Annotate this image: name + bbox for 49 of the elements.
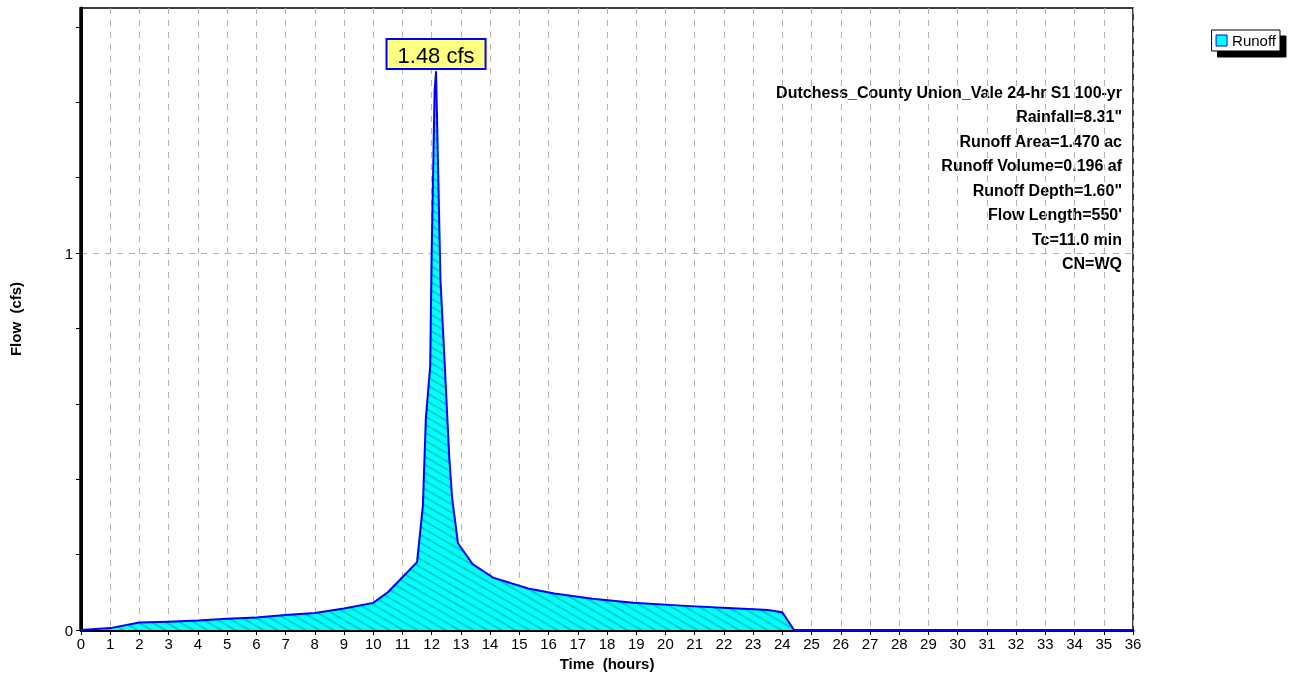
x-tick-label: 8 [310, 635, 319, 652]
legend-label: Runoff [1232, 32, 1277, 49]
annotation: Runoff Volume=0.196 af [941, 157, 1123, 174]
x-tick-label: 14 [481, 635, 499, 652]
x-tick-label: 1 [106, 635, 115, 652]
x-axis-title: Time (hours) [559, 654, 655, 672]
annotation: CN=WQ [1062, 255, 1122, 272]
x-tick-label: 34 [1066, 635, 1083, 652]
x-tick-label: 15 [510, 635, 528, 652]
x-tick-label: 21 [686, 635, 704, 652]
x-tick-label: 3 [164, 635, 173, 652]
x-tick-label: 36 [1124, 635, 1142, 652]
annotation: Dutchess_County Union_Vale 24-hr S1 100-yr [776, 83, 1122, 101]
x-tick-label: 22 [715, 635, 733, 652]
annotation: Runoff Depth=1.60" [972, 181, 1122, 199]
x-tick-label: 32 [1007, 635, 1025, 652]
x-tick-label: 7 [281, 635, 290, 652]
x-tick-label: 35 [1095, 635, 1113, 652]
annotation: Runoff Area=1.470 ac [959, 132, 1123, 150]
x-tick-label: 18 [598, 635, 616, 652]
x-tick-label: 0 [76, 635, 86, 652]
x-tick-label: 2 [135, 635, 144, 652]
x-tick-label: 33 [1036, 635, 1054, 652]
annotation: 1.48 cfs [397, 42, 475, 68]
x-tick-label: 26 [832, 635, 850, 652]
x-tick-label: 13 [452, 635, 470, 652]
x-tick-label: 6 [252, 635, 261, 652]
x-tick-label: 27 [861, 635, 879, 652]
x-tick-label: 25 [803, 635, 820, 652]
x-tick-label: 12 [423, 635, 441, 652]
annotation: Flow Length=550' [987, 206, 1122, 223]
x-tick-label: 28 [890, 635, 908, 652]
y-axis-title: Flow (cfs) [7, 281, 24, 357]
annotation: Tc=11.0 min [1032, 230, 1122, 248]
x-tick-label: 20 [657, 635, 674, 652]
x-tick-label: 4 [193, 635, 203, 652]
x-tick-label: 10 [364, 635, 382, 652]
x-tick-label: 9 [339, 635, 349, 652]
x-tick-label: 5 [222, 635, 232, 652]
annotation: Rainfall=8.31" [1016, 108, 1122, 125]
x-tick-label: 29 [920, 635, 937, 652]
x-tick-label: 17 [569, 635, 587, 652]
x-tick-label: 11 [394, 635, 411, 652]
x-tick-label: 19 [627, 635, 645, 652]
x-tick-label: 24 [773, 635, 791, 652]
x-tick-label: 30 [949, 635, 967, 652]
x-tick-label: 23 [744, 635, 762, 652]
x-tick-label: 16 [540, 635, 557, 652]
x-tick-label: 31 [978, 635, 996, 652]
